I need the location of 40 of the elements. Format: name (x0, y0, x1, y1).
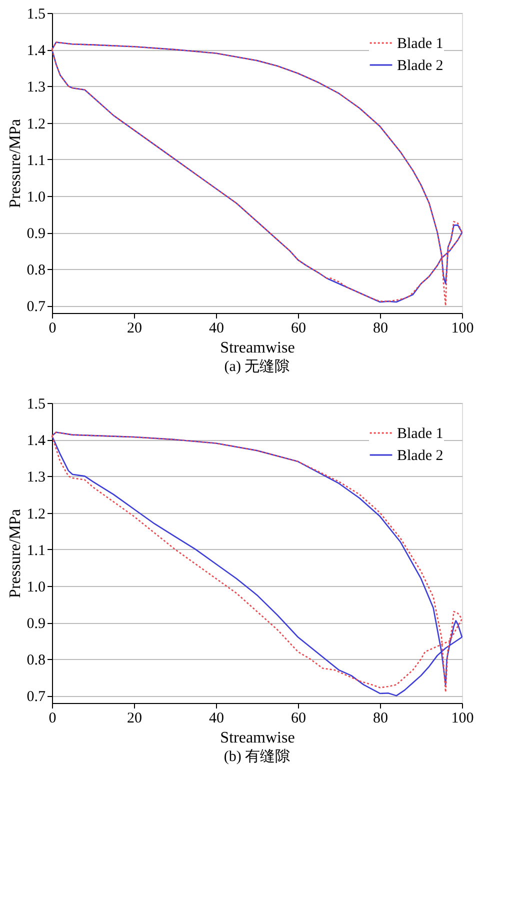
x-tick-label: 60 (291, 710, 306, 726)
text: (b) 有缝隙 (224, 748, 290, 765)
y-axis-title: Pressure/MPa (6, 119, 24, 208)
y-tick-label: 0.9 (26, 616, 46, 632)
y-tick-label: 1.3 (26, 80, 46, 96)
x-tick-label: 80 (373, 710, 388, 726)
y-axis-title: Pressure/MPa (6, 509, 24, 598)
y-tick-label: 1.2 (26, 116, 46, 132)
legend-label: Blade 1 (397, 36, 444, 52)
text: (a) 无缝隙 (224, 358, 290, 375)
x-tick-label: 20 (127, 710, 142, 726)
x-axis-title: Streamwise (220, 340, 295, 356)
legend-label: Blade 2 (397, 58, 444, 74)
x-axis-title: Streamwise (220, 730, 295, 746)
y-tick-label: 1.2 (26, 506, 46, 522)
legend-label: Blade 1 (397, 426, 444, 442)
y-tick-label: 1.5 (26, 396, 46, 412)
y-tick-label: 0.7 (26, 299, 46, 316)
x-tick-label: 40 (209, 320, 224, 336)
legend-label: Blade 2 (397, 448, 444, 464)
y-tick-label: 1.0 (26, 189, 46, 206)
y-tick-label: 1.1 (26, 542, 46, 559)
y-tick-label: 0.8 (26, 262, 46, 279)
y-tick-label: 0.8 (26, 652, 46, 669)
y-tick-label: 0.7 (26, 689, 46, 706)
x-tick-label: 0 (48, 710, 56, 726)
x-tick-label: 100 (451, 710, 474, 726)
y-tick-label: 1.3 (26, 470, 46, 486)
x-tick-label: 80 (373, 320, 388, 336)
y-tick-label: 1.4 (26, 43, 46, 60)
x-tick-label: 0 (48, 320, 56, 336)
y-tick-label: 1.0 (26, 579, 46, 596)
x-tick-label: 60 (291, 320, 306, 336)
x-tick-label: 20 (127, 320, 142, 336)
y-tick-label: 1.4 (26, 433, 46, 450)
y-tick-label: 1.1 (26, 152, 46, 169)
x-tick-label: 100 (451, 320, 474, 336)
y-tick-label: 1.5 (26, 6, 46, 22)
x-tick-label: 40 (209, 710, 224, 726)
y-tick-label: 0.9 (26, 226, 46, 242)
